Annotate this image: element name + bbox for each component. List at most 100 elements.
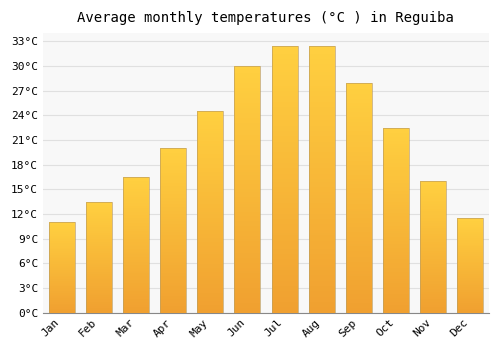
Bar	[160, 176, 186, 178]
Bar	[383, 272, 409, 274]
Bar	[458, 244, 483, 245]
Bar	[197, 149, 223, 152]
Bar	[272, 179, 297, 182]
Bar	[346, 257, 372, 260]
Bar	[160, 199, 186, 201]
Bar	[197, 304, 223, 307]
Bar	[346, 140, 372, 142]
Bar	[383, 128, 409, 313]
Bar	[86, 224, 112, 225]
Bar	[234, 288, 260, 290]
Bar	[234, 189, 260, 192]
Bar	[308, 70, 334, 72]
Bar	[123, 275, 149, 276]
Bar	[48, 274, 74, 275]
Bar	[308, 273, 334, 275]
Bar	[160, 267, 186, 268]
Bar	[272, 211, 297, 214]
Bar	[383, 181, 409, 183]
Bar	[458, 291, 483, 292]
Bar	[420, 286, 446, 288]
Bar	[86, 273, 112, 274]
Bar	[197, 152, 223, 154]
Bar	[123, 249, 149, 250]
Bar	[123, 220, 149, 222]
Bar	[123, 261, 149, 262]
Bar	[234, 120, 260, 123]
Bar	[308, 211, 334, 214]
Bar	[86, 228, 112, 230]
Bar	[234, 253, 260, 256]
Bar	[160, 224, 186, 225]
Bar	[48, 296, 74, 297]
Bar	[308, 251, 334, 254]
Bar	[86, 308, 112, 309]
Bar	[346, 280, 372, 283]
Bar	[86, 232, 112, 233]
Bar	[123, 256, 149, 257]
Bar	[86, 267, 112, 268]
Bar	[308, 118, 334, 120]
Bar	[86, 294, 112, 295]
Bar	[234, 140, 260, 142]
Bar	[420, 232, 446, 234]
Bar	[272, 296, 297, 299]
Bar	[234, 74, 260, 76]
Bar	[420, 220, 446, 222]
Bar	[48, 299, 74, 300]
Bar	[48, 256, 74, 257]
Bar	[272, 176, 297, 179]
Bar	[420, 293, 446, 294]
Bar	[272, 187, 297, 190]
Bar	[86, 288, 112, 289]
Bar	[272, 289, 297, 291]
Bar	[308, 134, 334, 136]
Bar	[308, 281, 334, 283]
Bar	[86, 244, 112, 245]
Bar	[197, 176, 223, 178]
Bar	[197, 156, 223, 158]
Bar	[48, 308, 74, 309]
Bar	[234, 209, 260, 211]
Bar	[383, 198, 409, 200]
Bar	[346, 193, 372, 195]
Bar	[160, 255, 186, 257]
Bar	[420, 202, 446, 203]
Bar	[123, 286, 149, 287]
Bar	[308, 152, 334, 155]
Bar	[308, 267, 334, 270]
Bar	[346, 198, 372, 200]
Bar	[234, 118, 260, 120]
Bar	[123, 296, 149, 298]
Bar	[197, 206, 223, 208]
Bar	[123, 184, 149, 185]
Bar	[234, 231, 260, 234]
Bar	[272, 230, 297, 232]
Bar	[197, 244, 223, 246]
Bar	[197, 117, 223, 119]
Bar	[420, 297, 446, 298]
Bar	[308, 171, 334, 174]
Bar	[48, 303, 74, 304]
Bar	[197, 200, 223, 202]
Bar	[346, 133, 372, 135]
Bar	[272, 243, 297, 246]
Bar	[346, 161, 372, 163]
Bar	[308, 224, 334, 227]
Bar	[420, 305, 446, 306]
Bar	[48, 275, 74, 276]
Bar	[234, 310, 260, 313]
Bar	[48, 229, 74, 230]
Bar	[272, 118, 297, 120]
Bar	[458, 276, 483, 277]
Bar	[86, 231, 112, 232]
Bar	[86, 202, 112, 313]
Bar	[383, 252, 409, 253]
Bar	[272, 115, 297, 118]
Bar	[123, 192, 149, 193]
Bar	[160, 252, 186, 253]
Bar	[48, 273, 74, 274]
Bar	[234, 251, 260, 253]
Bar	[86, 215, 112, 216]
Bar	[420, 282, 446, 284]
